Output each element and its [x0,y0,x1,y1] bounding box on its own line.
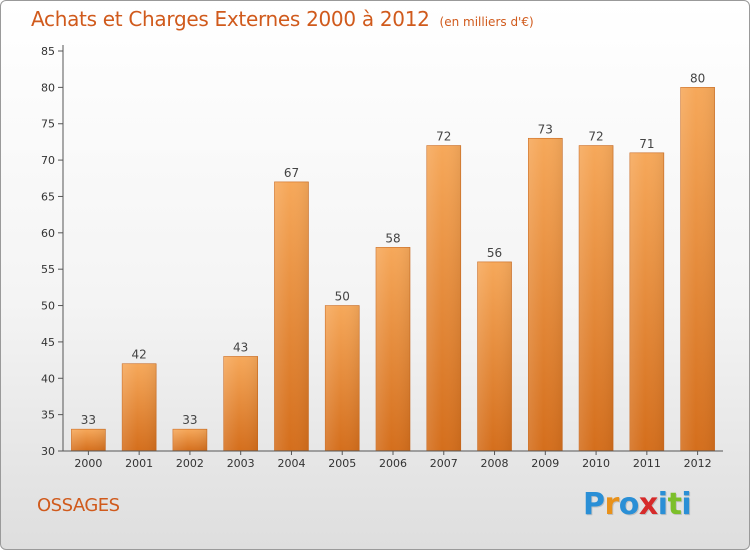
data-label-2000: 33 [81,413,96,427]
logo-letter: t [667,487,682,522]
logo-letter: i [681,487,692,522]
chart-title: Achats et Charges Externes 2000 à 2012 (e… [31,7,534,31]
bar-shine-2007 [426,145,461,451]
bar-shine-2004 [274,181,309,451]
y-tick-label-75: 75 [41,118,55,131]
bar-shine-2008 [477,261,512,451]
x-tick-label-2001: 2001 [125,457,153,470]
x-tick-label-2008: 2008 [481,457,509,470]
title-unit: (en milliers d'€) [439,15,534,29]
data-label-2005: 50 [335,290,350,304]
y-tick-label-35: 35 [41,409,55,422]
data-label-2003: 43 [233,340,248,354]
x-tick-label-2007: 2007 [430,457,458,470]
bar-shine-2003 [223,356,258,451]
x-tick-label-2003: 2003 [227,457,255,470]
bar-shine-2011 [629,152,664,451]
y-tick-label-50: 50 [41,300,55,313]
logo-letter: o [618,487,640,522]
x-tick-label-2005: 2005 [328,457,356,470]
proxiti-logo: Proxiti [583,487,692,522]
x-tick-label-2010: 2010 [582,457,610,470]
logo-letter: P [583,487,605,522]
bars-group: 33 42 33 43 67 50 58 72 56 73 72 71 80 [71,71,715,452]
x-tick-label-2004: 2004 [277,457,305,470]
x-tick-label-2009: 2009 [531,457,559,470]
bar-shine-2009 [528,138,563,452]
title-main: Achats et Charges Externes 2000 à 2012 [31,7,430,31]
bar-shine-2002 [172,429,207,451]
x-tick-label-2000: 2000 [74,457,102,470]
axes-group: 2000 2001 2002 2003 2004 2005 2006 2007 2008 2009… [41,45,723,470]
bar-shine-2006 [376,247,410,451]
x-tick-label-2011: 2011 [633,457,661,470]
y-tick-label-40: 40 [41,372,55,385]
data-label-2012: 80 [690,71,705,85]
y-tick-label-30: 30 [41,445,55,458]
bar-shine-2012 [680,87,715,451]
y-tick-label-45: 45 [41,336,55,349]
bar-shine-2005 [325,305,360,451]
data-label-2002: 33 [182,413,197,427]
y-tick-label-70: 70 [41,154,55,167]
y-tick-label-85: 85 [41,45,55,58]
data-label-2011: 71 [639,137,654,151]
y-tick-label-80: 80 [41,81,55,94]
data-label-2010: 72 [588,130,603,144]
logo-letter: i [657,487,668,522]
y-tick-label-60: 60 [41,227,55,240]
y-tick-label-55: 55 [41,263,55,276]
bar-shine-2000 [71,429,106,451]
commune-name: OSSAGES [37,495,120,516]
x-tick-label-2012: 2012 [684,457,712,470]
logo-letter: r [604,487,620,522]
data-label-2001: 42 [132,348,147,362]
data-label-2007: 72 [436,130,451,144]
y-tick-label-65: 65 [41,190,55,203]
bar-shine-2001 [122,363,157,451]
bar-shine-2010 [579,145,614,451]
logo-letter: x [638,487,658,522]
data-label-2006: 58 [385,231,400,245]
x-tick-label-2002: 2002 [176,457,204,470]
x-tick-label-2006: 2006 [379,457,407,470]
data-label-2004: 67 [284,166,299,180]
data-label-2009: 73 [538,122,553,136]
data-label-2008: 56 [487,246,502,260]
